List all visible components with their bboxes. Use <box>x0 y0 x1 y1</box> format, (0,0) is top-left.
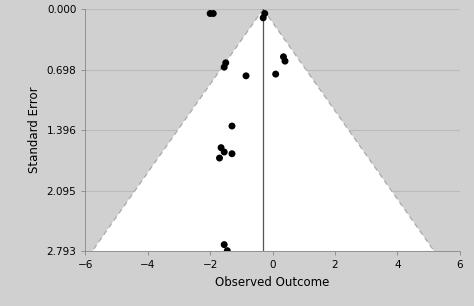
X-axis label: Observed Outcome: Observed Outcome <box>215 275 330 289</box>
Point <box>259 15 267 20</box>
Point <box>217 145 225 150</box>
Point <box>216 156 223 161</box>
Polygon shape <box>92 9 434 251</box>
Point <box>272 72 280 76</box>
Point <box>220 65 228 70</box>
Point <box>228 124 236 129</box>
Point <box>228 151 236 156</box>
Point <box>280 54 287 59</box>
Point <box>224 248 231 253</box>
Point <box>281 59 289 64</box>
Point <box>222 60 229 65</box>
Point <box>220 150 228 155</box>
Point <box>210 11 217 16</box>
Point <box>220 242 228 247</box>
Point <box>242 73 250 78</box>
Point <box>261 11 269 16</box>
Point <box>206 11 214 16</box>
Y-axis label: Standard Error: Standard Error <box>28 87 41 174</box>
